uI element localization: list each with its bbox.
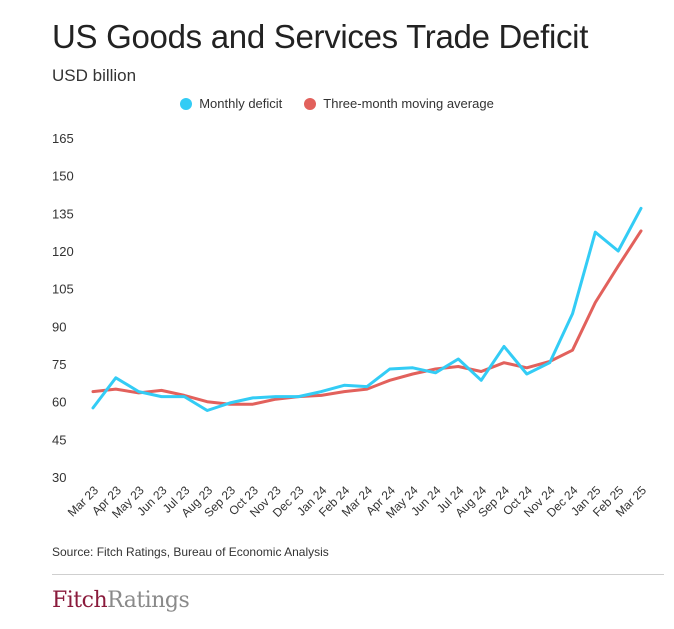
y-tick-label: 120	[52, 244, 74, 259]
three-month-moving-average-line	[91, 229, 643, 406]
y-tick-label: 60	[52, 395, 66, 410]
footer-divider	[52, 574, 664, 575]
y-tick-label: 135	[52, 206, 74, 221]
source-note: Source: Fitch Ratings, Bureau of Economi…	[52, 545, 329, 559]
chart-title: US Goods and Services Trade Deficit	[52, 18, 589, 55]
legend-label-average: Three-month moving average	[323, 96, 494, 111]
y-tick-label: 105	[52, 282, 74, 297]
y-tick-label: 165	[52, 131, 74, 146]
legend-dot-monthly-icon	[180, 97, 193, 110]
chart-legend: Monthly deficit Three-month moving avera…	[0, 96, 674, 111]
fitch-ratings-logo: FitchRatings	[52, 588, 190, 613]
chart-subtitle: USD billion	[52, 66, 137, 85]
monthly-deficit-line	[91, 206, 643, 412]
y-tick-label: 90	[52, 319, 66, 334]
legend-item-monthly: Monthly deficit	[180, 96, 282, 111]
y-tick-label: 75	[52, 357, 66, 372]
y-tick-label: 30	[52, 470, 66, 485]
y-tick-label: 45	[52, 432, 66, 447]
legend-label-monthly: Monthly deficit	[199, 96, 283, 111]
y-tick-label: 150	[52, 169, 74, 184]
legend-item-average: Three-month moving average	[304, 96, 494, 111]
legend-dot-average-icon	[304, 97, 317, 110]
